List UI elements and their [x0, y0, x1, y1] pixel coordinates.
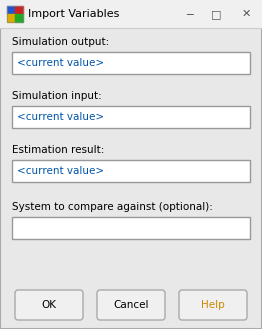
Text: □: □	[211, 9, 221, 19]
Text: <current value>: <current value>	[17, 58, 104, 68]
FancyBboxPatch shape	[15, 290, 83, 320]
Text: OK: OK	[41, 300, 57, 310]
Bar	[7, 6, 23, 22]
Text: Help: Help	[201, 300, 225, 310]
Text: ✕: ✕	[241, 9, 251, 19]
Text: Cancel: Cancel	[113, 300, 149, 310]
Text: Simulation output:: Simulation output:	[12, 37, 109, 47]
Text: <current value>: <current value>	[17, 112, 104, 122]
Text: Import Variables: Import Variables	[28, 9, 119, 19]
Bar	[7, 14, 15, 22]
Bar	[12, 217, 250, 239]
Bar	[0, 0, 262, 28]
Text: Simulation input:: Simulation input:	[12, 91, 102, 101]
Text: <current value>: <current value>	[17, 166, 104, 176]
Bar	[12, 52, 250, 74]
Bar	[15, 14, 23, 22]
FancyBboxPatch shape	[179, 290, 247, 320]
Text: ─: ─	[187, 9, 193, 19]
FancyBboxPatch shape	[97, 290, 165, 320]
Bar	[12, 106, 250, 128]
Bar	[15, 6, 23, 14]
Bar	[12, 160, 250, 182]
Text: Estimation result:: Estimation result:	[12, 145, 104, 155]
Text: System to compare against (optional):: System to compare against (optional):	[12, 202, 213, 212]
Bar	[7, 6, 15, 14]
